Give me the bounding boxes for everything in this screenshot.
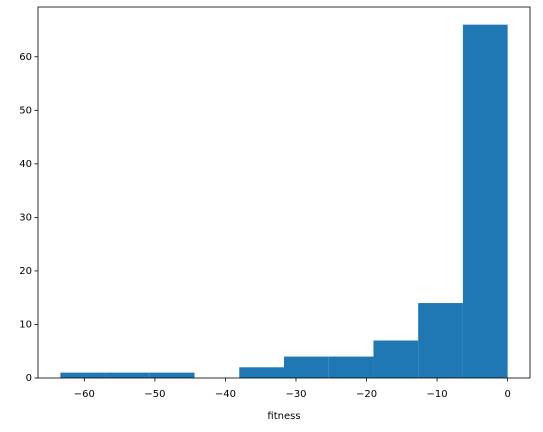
plot-frame	[37, 6, 531, 379]
y-tick-label: 10	[19, 319, 32, 330]
bar	[373, 340, 419, 378]
y-tick-label: 30	[19, 212, 32, 223]
y-tick-label: 0	[26, 373, 32, 384]
y-tick-label: 60	[19, 52, 32, 63]
y-tick-label: 20	[19, 266, 32, 277]
y-tick-label: 50	[19, 105, 32, 116]
bar	[418, 303, 463, 378]
bar	[328, 356, 374, 378]
x-tick-label: −20	[356, 389, 377, 400]
y-tick-label: 40	[19, 159, 32, 170]
x-tick-label: 0	[504, 389, 510, 400]
bar	[60, 372, 106, 378]
x-tick-label: −30	[285, 389, 306, 400]
x-tick-label: −60	[74, 389, 95, 400]
bar	[462, 24, 508, 379]
bar	[239, 367, 284, 378]
x-axis-label: fitness	[267, 411, 300, 422]
bar	[149, 372, 195, 378]
x-tick-label: −40	[215, 389, 236, 400]
bar	[284, 356, 329, 378]
bar	[105, 372, 150, 378]
x-tick-label: −50	[144, 389, 165, 400]
x-tick-label: −10	[427, 389, 448, 400]
